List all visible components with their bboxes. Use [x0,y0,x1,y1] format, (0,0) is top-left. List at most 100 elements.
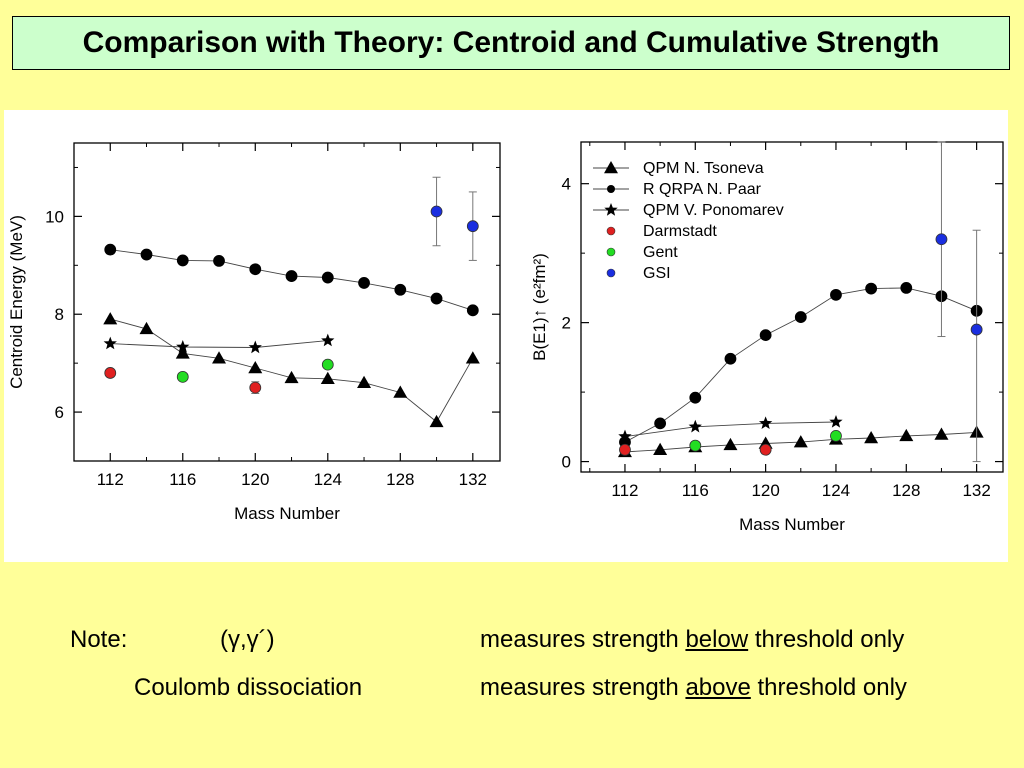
data-point-gsi [466,220,479,233]
x-tick-label: 132 [459,470,487,489]
y-tick-label: 8 [55,305,64,324]
plot-frame [580,141,1004,473]
y-tick-label: 4 [562,175,571,194]
y-tick-label: 6 [55,403,64,422]
data-point-qpm_tsoneva [393,385,408,398]
data-point-qpm_ponomarev [688,419,702,433]
data-point-rqrpa_paar [430,292,443,305]
data-point-qpm_tsoneva [248,361,263,374]
x-tick-label: 112 [97,470,124,489]
x-tick-label: 128 [892,481,920,500]
data-point-qpm_tsoneva [723,437,738,451]
series-line-rqrpa_paar [624,287,977,443]
legend-label: GSI [643,265,671,282]
data-point-rqrpa_paar [654,417,667,430]
y-tick-label: 10 [45,207,64,226]
data-point-rqrpa_paar [285,270,298,282]
series-darmstadt [104,367,262,394]
data-point-qpm_tsoneva [175,346,190,359]
legend-marker [606,268,616,278]
data-point-qpm_tsoneva [934,427,949,440]
be1-strength-chart: 112 116 120 124 128 132 0 2 4 Mass Number B(E1)↑ (… [530,141,1004,534]
plot-frame [73,142,501,462]
x-tick-label: 124 [314,470,342,489]
data-point-rqrpa_paar [865,282,878,295]
data-point-qpm_tsoneva [357,375,372,388]
note-method-coulomb: Coulomb dissociation [134,674,363,701]
x-tick-label: 132 [962,481,990,500]
data-point-qpm_tsoneva [653,442,668,456]
data-point-darmstadt [759,443,772,456]
data-point-qpm_tsoneva [320,371,335,385]
note-desc-prefix: measures strength [480,674,679,701]
legend-marker [606,247,616,257]
note-desc-prefix: measures strength [480,626,679,653]
data-point-qpm_tsoneva [139,321,154,335]
data-point-rqrpa_paar [900,281,913,294]
note-desc-above: measures strength above threshold only [480,674,907,702]
data-point-gent [830,429,842,442]
data-point-rqrpa_paar [104,243,117,256]
series-qpm_tsoneva [103,312,480,428]
data-point-rqrpa_paar [830,288,842,301]
series-line-qpm_ponomarev [624,421,837,438]
data-point-qpm_ponomarev [321,333,335,347]
data-point-qpm_ponomarev [248,340,262,354]
data-point-rqrpa_paar [176,254,189,267]
y-tick-label: 2 [562,314,571,333]
slide-title: Comparison with Theory: Centroid and Cum… [12,16,1010,70]
legend-item-rqrpa_paar: R QRPA N. Paar [593,181,762,198]
data-point-qpm_tsoneva [793,435,808,448]
data-point-qpm_tsoneva [465,351,480,364]
legend-label: Gent [643,244,678,261]
data-point-rqrpa_paar [358,277,370,289]
data-point-qpm_tsoneva [212,351,227,364]
y-axis-label: Centroid Energy (MeV) [7,215,26,389]
series-qpm_ponomarev [103,333,335,354]
data-point-qpm_tsoneva [864,430,879,444]
note-desc-below: measures strength below threshold only [480,626,904,654]
note-label: Note: [70,626,128,653]
x-tick-label: 120 [751,481,779,500]
x-tick-label: 124 [822,481,850,500]
data-point-rqrpa_paar [794,311,807,323]
data-point-qpm_ponomarev [103,336,117,350]
note-desc-suffix: threshold only [754,626,905,653]
data-point-qpm_ponomarev [618,429,632,443]
data-point-gent [321,358,334,371]
legend-label: R QRPA N. Paar [643,181,762,198]
y-axis-label: B(E1)↑ (e²fm²) [530,253,549,361]
x-tick-label: 116 [169,470,196,489]
legend-item-gsi: GSI [606,265,671,282]
data-point-qpm_tsoneva [103,312,118,325]
data-point-gsi [970,323,983,336]
legend-item-qpm_tsoneva: QPM N. Tsoneva [593,160,764,177]
data-point-qpm_ponomarev [759,416,773,429]
data-point-qpm_tsoneva [429,414,444,428]
data-point-qpm_ponomarev [176,340,190,353]
series-gsi [430,176,479,261]
legend-item-darmstadt: Darmstadt [606,223,717,240]
data-point-rqrpa_paar [466,304,479,317]
series-rqrpa_paar [104,243,479,317]
series-line-qpm_ponomarev [110,340,328,348]
data-point-rqrpa_paar [689,391,702,404]
legend-item-qpm_ponomarev: QPM V. Ponomarev [593,202,784,219]
x-tick-label: 116 [682,481,709,500]
data-point-darmstadt [249,381,262,394]
note-method-gamma: (γ,γ´) [220,626,275,653]
series-darmstadt [619,443,772,456]
note-keyword-above: above [685,674,751,701]
legend-marker [607,185,615,193]
series-gent [689,429,842,452]
data-point-gent [176,370,189,383]
legend-label: QPM V. Ponomarev [643,202,784,219]
legend-marker [604,203,618,216]
chart-panel: 112 116 120 124 128 132 6 8 10 Mass Number Centroi… [4,110,1008,562]
data-point-rqrpa_paar [213,255,225,267]
legend-label: Darmstadt [643,223,717,240]
x-tick-label: 128 [386,470,414,489]
series-gent [176,358,334,383]
data-point-darmstadt [104,367,117,379]
x-tick-label: 120 [241,470,269,489]
